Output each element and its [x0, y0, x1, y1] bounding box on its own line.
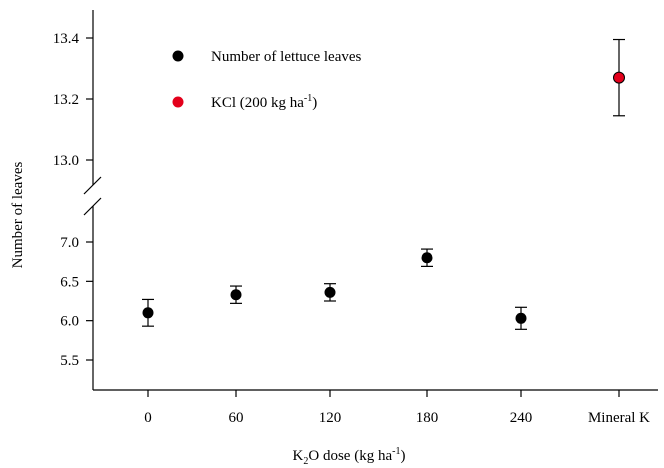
- axes: [83, 10, 658, 391]
- data-point: [613, 71, 625, 84]
- data-point: [142, 307, 154, 319]
- legend: Number of lettuce leaves KCl (200 kg ha-…: [172, 49, 362, 111]
- legend-label-kcl: KCl (200 kg ha-1): [211, 93, 317, 111]
- x-tick-label: Mineral K: [588, 410, 650, 426]
- x-ticks: 0 60 120 180 240 Mineral K: [144, 390, 650, 426]
- x-tick-label: 60: [229, 410, 244, 426]
- x-tick-label: 180: [416, 410, 439, 426]
- y-tick-label: 13.2: [53, 92, 79, 108]
- legend-marker-lettuce: [172, 50, 184, 62]
- legend-label-lettuce: Number of lettuce leaves: [211, 49, 362, 65]
- x-tick-label: 0: [144, 410, 152, 426]
- x-tick-label: 120: [319, 410, 342, 426]
- data-point: [230, 289, 242, 301]
- x-tick-label: 240: [510, 410, 533, 426]
- y-tick-label: 5.5: [60, 353, 79, 369]
- y-tick-label: 13.4: [53, 31, 80, 47]
- y-axis-title: Number of leaves: [10, 162, 26, 269]
- data-point: [324, 286, 336, 298]
- x-axis-title: K2O dose (kg ha-1): [293, 446, 406, 467]
- data-point: [515, 312, 527, 324]
- y-tick-label: 6.0: [60, 314, 79, 330]
- legend-marker-kcl: [172, 96, 184, 108]
- y-tick-label: 13.0: [53, 153, 79, 169]
- axis-break-mark-upper: [83, 176, 102, 195]
- y-ticks: 5.5 6.0 6.5 7.0 13.0 13.2 13.4: [53, 31, 93, 369]
- data-marks: [142, 38, 625, 330]
- axis-break-mark-lower: [83, 197, 102, 216]
- y-tick-label: 6.5: [60, 274, 79, 290]
- data-point: [421, 252, 433, 264]
- y-tick-label: 7.0: [60, 235, 79, 251]
